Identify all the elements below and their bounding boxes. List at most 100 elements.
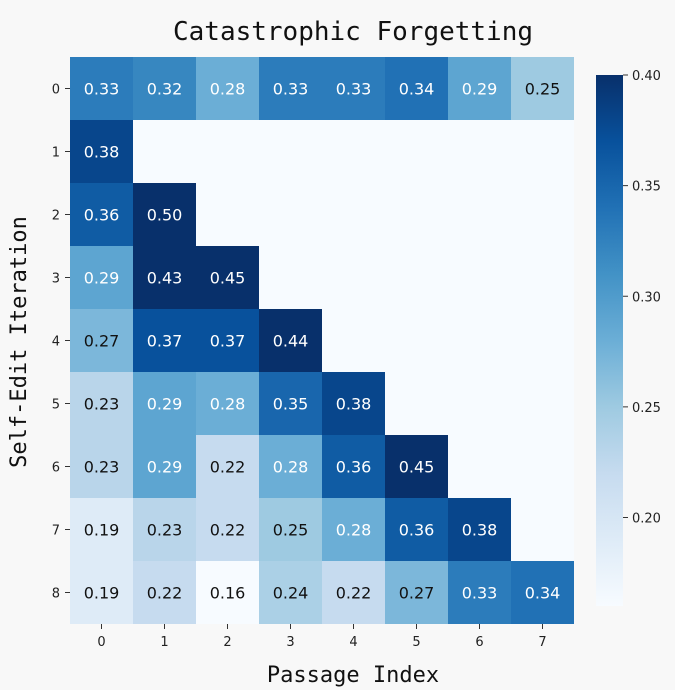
cell-value-label: 0.37 xyxy=(210,332,246,351)
cell-value-label: 0.22 xyxy=(336,584,372,603)
colorbar-tick-label: 0.35 xyxy=(632,180,661,195)
cell-value-label: 0.36 xyxy=(399,521,435,540)
x-tick-label: 7 xyxy=(538,635,546,650)
heatmap-cell xyxy=(133,183,196,246)
heatmap-cell xyxy=(448,57,511,120)
chart-title: Catastrophic Forgetting xyxy=(173,17,533,47)
heatmap-cell xyxy=(259,561,322,624)
heatmap-cell xyxy=(322,561,385,624)
heatmap-cell xyxy=(259,435,322,498)
heatmap-cell xyxy=(322,498,385,561)
heatmap-cell xyxy=(70,183,133,246)
heatmap-cell xyxy=(259,57,322,120)
x-tick-label: 1 xyxy=(160,635,168,650)
cell-value-label: 0.24 xyxy=(273,584,309,603)
cell-value-label: 0.19 xyxy=(84,521,120,540)
colorbar xyxy=(596,75,623,606)
cell-value-label: 0.34 xyxy=(525,584,561,603)
cell-value-label: 0.23 xyxy=(84,395,120,414)
cell-value-label: 0.22 xyxy=(210,458,246,477)
colorbar-tick-label: 0.25 xyxy=(632,401,661,416)
cell-value-label: 0.33 xyxy=(462,584,498,603)
cell-value-label: 0.25 xyxy=(525,80,561,99)
y-axis-label: Self-Edit Iteration xyxy=(7,216,32,468)
cell-value-label: 0.38 xyxy=(462,521,498,540)
cell-value-label: 0.27 xyxy=(399,584,435,603)
cell-value-label: 0.28 xyxy=(336,521,372,540)
heatmap-cell xyxy=(70,435,133,498)
heatmap-cell xyxy=(133,309,196,372)
cell-value-label: 0.37 xyxy=(147,332,183,351)
heatmap-cell xyxy=(196,309,259,372)
cell-value-label: 0.38 xyxy=(84,143,120,162)
cell-value-label: 0.34 xyxy=(399,80,435,99)
cell-value-label: 0.28 xyxy=(273,458,309,477)
cell-value-label: 0.32 xyxy=(147,80,183,99)
cell-value-label: 0.23 xyxy=(147,521,183,540)
heatmap-cell xyxy=(385,561,448,624)
heatmap-cell xyxy=(133,561,196,624)
heatmap-cell xyxy=(133,498,196,561)
heatmap-cell xyxy=(70,57,133,120)
cell-value-label: 0.29 xyxy=(147,395,183,414)
y-tick-label: 1 xyxy=(52,146,60,161)
cell-value-label: 0.29 xyxy=(147,458,183,477)
y-tick-label: 7 xyxy=(52,524,60,539)
colorbar-tick-label: 0.30 xyxy=(632,290,661,305)
heatmap-cell xyxy=(511,57,574,120)
heatmap-cell xyxy=(196,498,259,561)
y-axis-ticks: 0 1 2 3 4 5 6 7 8 xyxy=(52,83,70,602)
x-tick-label: 6 xyxy=(475,635,483,650)
y-tick-label: 4 xyxy=(52,335,60,350)
cell-value-label: 0.22 xyxy=(147,584,183,603)
cell-value-label: 0.50 xyxy=(147,206,183,225)
cell-value-label: 0.43 xyxy=(147,269,183,288)
colorbar-ticks: 0.20 0.25 0.30 0.35 0.40 xyxy=(623,69,661,527)
heatmap-cell xyxy=(448,561,511,624)
x-tick-label: 0 xyxy=(97,635,105,650)
cell-value-label: 0.44 xyxy=(273,332,309,351)
y-tick-label: 6 xyxy=(52,461,60,476)
heatmap-cell xyxy=(448,498,511,561)
heatmap-cell xyxy=(385,57,448,120)
y-tick-label: 8 xyxy=(52,587,60,602)
cell-value-label: 0.28 xyxy=(210,80,246,99)
cell-value-label: 0.33 xyxy=(84,80,120,99)
cell-value-label: 0.33 xyxy=(336,80,372,99)
heatmap-cell xyxy=(196,435,259,498)
cell-value-label: 0.23 xyxy=(84,458,120,477)
y-tick-label: 5 xyxy=(52,398,60,413)
x-axis-label: Passage Index xyxy=(267,663,439,688)
heatmap-cells xyxy=(70,57,574,624)
heatmap-cell xyxy=(70,120,133,183)
cell-value-label: 0.28 xyxy=(210,395,246,414)
cell-value-label: 0.29 xyxy=(462,80,498,99)
colorbar-tick-label: 0.40 xyxy=(632,69,661,84)
heatmap-cell xyxy=(259,372,322,435)
heatmap-cell xyxy=(133,246,196,309)
heatmap-cell xyxy=(133,435,196,498)
heatmap-cell xyxy=(322,372,385,435)
heatmap-cell xyxy=(70,372,133,435)
heatmap-cell xyxy=(133,372,196,435)
y-tick-label: 3 xyxy=(52,272,60,287)
x-tick-label: 4 xyxy=(349,635,357,650)
heatmap-cell xyxy=(322,435,385,498)
cell-value-label: 0.33 xyxy=(273,80,309,99)
cell-value-label: 0.45 xyxy=(399,458,435,477)
cell-value-label: 0.45 xyxy=(210,269,246,288)
cell-value-label: 0.29 xyxy=(84,269,120,288)
y-tick-label: 0 xyxy=(52,83,60,98)
heatmap-cell xyxy=(259,498,322,561)
cell-value-label: 0.25 xyxy=(273,521,309,540)
heatmap-cell xyxy=(322,57,385,120)
cell-value-label: 0.35 xyxy=(273,395,309,414)
heatmap-cell xyxy=(133,57,196,120)
x-tick-label: 2 xyxy=(223,635,231,650)
cell-value-label: 0.27 xyxy=(84,332,120,351)
y-tick-label: 2 xyxy=(52,209,60,224)
heatmap-cell-labels: 0.33 0.32 0.28 0.33 0.33 0.34 0.29 0.25 0.38 0.36… xyxy=(84,80,561,603)
cell-value-label: 0.22 xyxy=(210,521,246,540)
x-tick-label: 3 xyxy=(286,635,294,650)
